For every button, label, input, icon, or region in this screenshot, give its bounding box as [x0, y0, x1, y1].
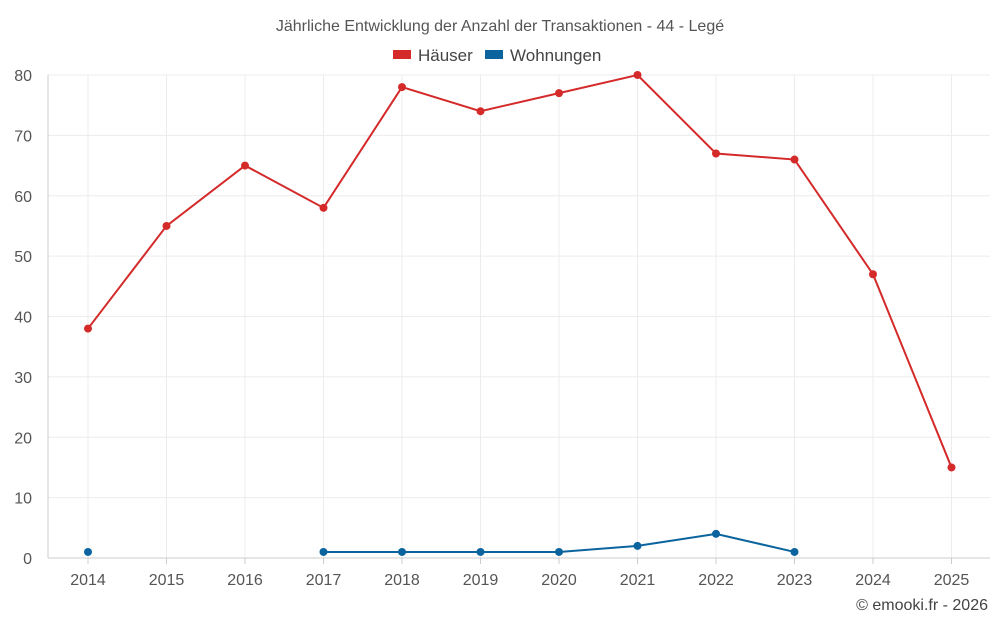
- y-tick-label-0: 0: [23, 551, 32, 568]
- x-tick-label-2016: 2016: [227, 572, 263, 589]
- data-point-haeuser-2024[interactable]: [869, 270, 877, 279]
- data-point-wohnungen-2019[interactable]: [476, 547, 485, 556]
- chart-title: Jährliche Entwicklung der Anzahl der Tra…: [276, 18, 724, 35]
- data-point-haeuser-2019[interactable]: [476, 107, 485, 116]
- axes: 0 10 20 30 40 50 60 70 80 2014 2015 2016 2017 2018 201…: [14, 68, 990, 589]
- legend-swatch-wohnungen: [485, 50, 503, 59]
- y-tick-label-30: 30: [14, 370, 32, 387]
- legend-item-haeuser[interactable]: Häuser: [393, 46, 473, 65]
- y-tick-label-20: 20: [14, 430, 32, 447]
- y-tick-label-10: 10: [14, 491, 32, 508]
- data-point-wohnungen-2022[interactable]: [712, 529, 720, 538]
- data-point-haeuser-2016[interactable]: [241, 161, 249, 170]
- data-point-wohnungen-2018[interactable]: [398, 547, 406, 556]
- data-point-haeuser-2017[interactable]: [319, 203, 328, 212]
- data-point-haeuser-2018[interactable]: [398, 83, 406, 92]
- y-tick-label-50: 50: [14, 249, 32, 266]
- y-tick-label-70: 70: [14, 128, 32, 145]
- x-tick-label-2017: 2017: [306, 572, 342, 589]
- x-tick-label-2023: 2023: [777, 572, 813, 589]
- legend-label-haeuser: Häuser: [418, 46, 473, 65]
- data-point-wohnungen-2021[interactable]: [633, 541, 642, 550]
- x-tick-label-2014: 2014: [70, 572, 106, 589]
- data-point-haeuser-2022[interactable]: [712, 149, 720, 158]
- data-point-wohnungen-2023[interactable]: [790, 547, 799, 556]
- data-point-haeuser-2023[interactable]: [790, 155, 799, 164]
- x-tick-label-2022: 2022: [698, 572, 734, 589]
- y-tick-label-60: 60: [14, 189, 32, 206]
- data-point-wohnungen-2017[interactable]: [319, 547, 328, 556]
- data-point-haeuser-2015[interactable]: [162, 221, 171, 230]
- x-tick-label-2021: 2021: [620, 572, 656, 589]
- credit-text: © emooki.fr - 2026: [856, 597, 988, 614]
- x-tick-label-2024: 2024: [855, 572, 891, 589]
- grid: [48, 74, 990, 558]
- series: [84, 71, 956, 556]
- x-tick-label-2025: 2025: [934, 572, 970, 589]
- x-tick-label-2018: 2018: [384, 572, 420, 589]
- data-point-wohnungen-2014[interactable]: [84, 547, 92, 556]
- series-wohnungen: [84, 529, 799, 556]
- series-line-haeuser: [87, 73, 953, 468]
- legend-item-wohnungen[interactable]: Wohnungen: [485, 46, 601, 65]
- data-point-haeuser-2021[interactable]: [633, 71, 642, 79]
- data-point-haeuser-2025[interactable]: [947, 463, 956, 472]
- legend-swatch-haeuser: [393, 50, 411, 59]
- series-haeuser: [84, 71, 956, 472]
- data-point-wohnungen-2020[interactable]: [555, 547, 563, 556]
- data-point-haeuser-2014[interactable]: [84, 324, 92, 333]
- x-tick-label-2019: 2019: [463, 572, 499, 589]
- y-tick-label-40: 40: [14, 310, 32, 327]
- data-point-haeuser-2020[interactable]: [555, 89, 563, 98]
- x-tick-label-2020: 2020: [541, 572, 577, 589]
- legend-label-wohnungen: Wohnungen: [510, 46, 601, 65]
- y-tick-label-80: 80: [14, 68, 32, 85]
- legend: Häuser Wohnungen: [393, 46, 601, 65]
- x-tick-label-2015: 2015: [149, 572, 185, 589]
